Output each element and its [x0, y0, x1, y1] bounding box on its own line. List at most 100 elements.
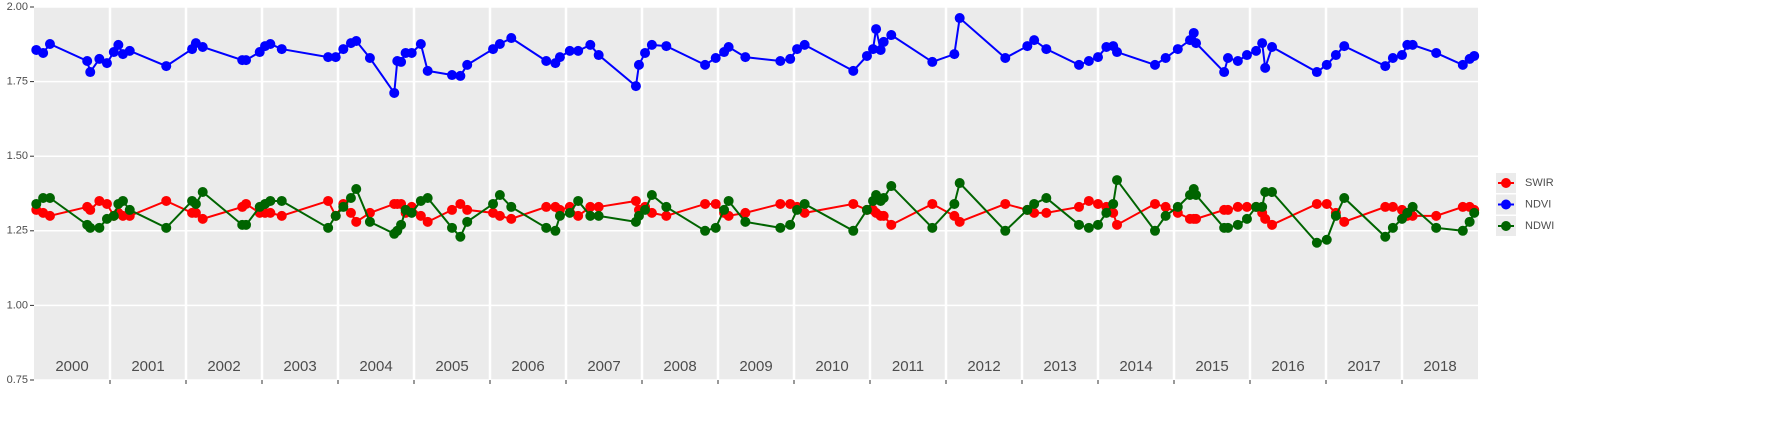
- data-point: [1387, 201, 1398, 212]
- data-point: [661, 210, 672, 221]
- data-point: [630, 195, 641, 206]
- data-point: [1029, 198, 1040, 209]
- data-point: [462, 216, 473, 227]
- year-label: 2004: [359, 358, 392, 375]
- y-tick-label: 1.50: [7, 150, 28, 162]
- data-point: [1222, 222, 1233, 233]
- year-label: 2000: [55, 358, 88, 375]
- data-point: [101, 198, 112, 209]
- year-label: 2005: [435, 358, 468, 375]
- data-point: [265, 39, 276, 50]
- data-point: [861, 204, 872, 215]
- data-point: [1112, 175, 1122, 186]
- y-tick-label: 1.25: [7, 225, 28, 237]
- plot-panel: [34, 7, 1478, 380]
- data-point: [1172, 44, 1183, 55]
- data-point: [564, 207, 575, 218]
- data-point: [1112, 47, 1122, 58]
- data-point: [927, 56, 938, 67]
- data-point: [276, 210, 287, 221]
- data-point: [1311, 237, 1322, 248]
- data-point: [1232, 56, 1243, 67]
- data-point: [124, 204, 135, 215]
- data-point: [447, 222, 457, 233]
- data-point: [323, 222, 334, 233]
- data-point: [661, 201, 672, 212]
- data-point: [719, 204, 730, 215]
- data-point: [1387, 222, 1398, 233]
- data-point: [265, 207, 276, 218]
- data-point: [447, 70, 457, 81]
- data-point: [455, 70, 466, 81]
- data-point: [1074, 201, 1084, 212]
- data-point: [1172, 201, 1183, 212]
- data-point: [422, 216, 433, 227]
- data-point: [1241, 213, 1252, 224]
- data-point: [488, 44, 499, 55]
- y-tick-label: 0.75: [7, 374, 28, 386]
- data-point: [954, 178, 965, 189]
- data-point: [1160, 201, 1171, 212]
- data-point: [1469, 50, 1480, 61]
- data-point: [550, 225, 561, 236]
- data-point: [541, 222, 552, 233]
- data-point: [554, 52, 565, 63]
- data-point: [661, 41, 672, 52]
- data-point: [351, 216, 362, 227]
- data-point: [1083, 56, 1094, 67]
- legend-point: [1501, 199, 1511, 210]
- data-point: [646, 39, 657, 50]
- data-point: [82, 56, 93, 67]
- data-point: [1074, 219, 1084, 230]
- data-point: [1160, 210, 1171, 221]
- data-point: [1188, 27, 1199, 38]
- data-point: [1093, 219, 1103, 230]
- data-point: [740, 216, 751, 227]
- data-point: [633, 59, 644, 70]
- data-point: [161, 195, 172, 206]
- data-point: [1241, 201, 1252, 212]
- data-point: [85, 67, 96, 78]
- data-point: [700, 59, 711, 70]
- data-point: [585, 210, 596, 221]
- data-point: [101, 58, 112, 69]
- data-point: [38, 192, 49, 203]
- data-point: [1260, 187, 1271, 198]
- data-point: [878, 36, 889, 47]
- data-point: [1093, 198, 1103, 209]
- data-point: [868, 44, 879, 55]
- data-point: [1041, 44, 1052, 55]
- data-point: [455, 198, 466, 209]
- data-point: [1330, 210, 1341, 221]
- data-point: [494, 210, 505, 221]
- data-point: [848, 65, 859, 76]
- data-point: [1311, 198, 1322, 209]
- data-point: [1022, 204, 1033, 215]
- data-point: [949, 198, 960, 209]
- data-point: [792, 204, 803, 215]
- data-point: [1041, 207, 1052, 218]
- data-point: [1108, 207, 1119, 218]
- data-point: [1457, 225, 1468, 236]
- data-point: [1339, 192, 1350, 203]
- data-point: [1191, 213, 1202, 224]
- data-point: [585, 201, 596, 212]
- year-label: 2011: [892, 358, 924, 375]
- data-point: [31, 198, 42, 209]
- data-point: [886, 219, 897, 230]
- data-point: [241, 55, 252, 66]
- data-point: [541, 201, 552, 212]
- data-point: [1251, 45, 1262, 56]
- data-point: [1112, 219, 1122, 230]
- year-label: 2014: [1119, 358, 1152, 375]
- year-label: 2012: [967, 358, 1000, 375]
- data-point: [878, 192, 889, 203]
- year-label: 2013: [1043, 358, 1076, 375]
- data-point: [124, 45, 135, 56]
- data-point: [494, 39, 505, 50]
- data-point: [585, 39, 596, 50]
- data-point: [1330, 50, 1341, 61]
- legend-point: [1501, 221, 1511, 231]
- data-point: [799, 198, 810, 209]
- data-point: [338, 44, 349, 55]
